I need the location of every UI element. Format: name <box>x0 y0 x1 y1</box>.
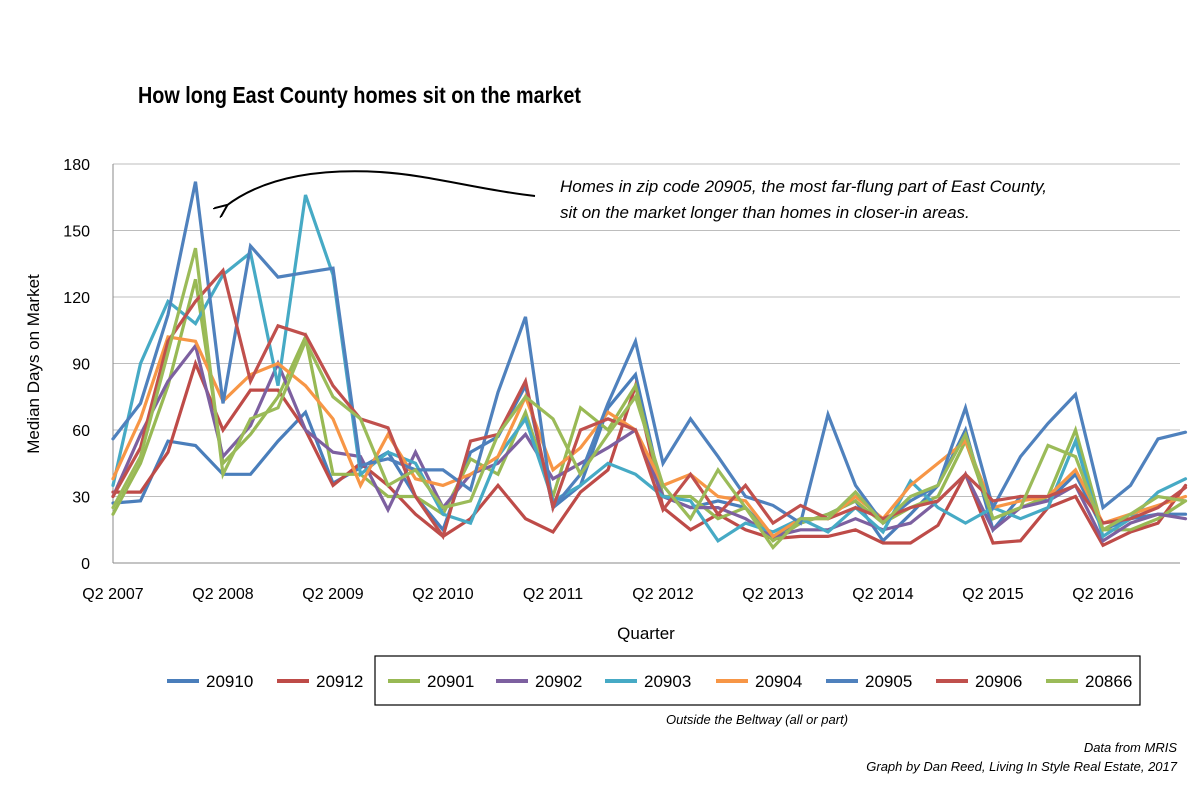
credit-line-2: Graph by Dan Reed, Living In Style Real … <box>866 759 1178 774</box>
series-line-20905 <box>111 181 1188 526</box>
series-line-20902 <box>111 342 1188 544</box>
x-tick-label: Q2 2012 <box>632 586 693 603</box>
series-line-20906 <box>111 267 1188 541</box>
legend-label-20905: 20905 <box>865 672 912 691</box>
series-line-20866 <box>111 247 1188 551</box>
annotation-arrow <box>226 170 536 206</box>
x-tick-label: Q2 2011 <box>523 586 583 603</box>
y-axis-ticks: 0 30 60 90 120 150 180 <box>63 157 90 573</box>
legend: 20910 20912 20901 20902 20903 20904 20905 20906… <box>167 672 1132 691</box>
legend-label-20906: 20906 <box>975 672 1022 691</box>
y-tick-label: 180 <box>63 157 90 174</box>
legend-label-20912: 20912 <box>316 672 363 691</box>
x-tick-label: Q2 2008 <box>192 586 253 603</box>
y-tick-label: 150 <box>63 224 90 241</box>
y-tick-label: 60 <box>72 423 90 440</box>
chart-title: How long East County homes sit on the ma… <box>138 82 581 108</box>
x-tick-label: Q2 2015 <box>962 586 1023 603</box>
series-lines <box>111 181 1188 551</box>
legend-label-20910: 20910 <box>206 672 253 691</box>
x-tick-label: Q2 2014 <box>852 586 913 603</box>
series-line-20903 <box>111 194 1188 543</box>
x-tick-label: Q2 2013 <box>742 586 803 603</box>
legend-group-box <box>374 655 1141 706</box>
x-tick-label: Q2 2009 <box>302 586 363 603</box>
legend-label-20903: 20903 <box>644 672 691 691</box>
x-axis-title: Quarter <box>617 624 675 643</box>
legend-group-label: Outside the Beltway (all or part) <box>666 712 848 727</box>
x-tick-label: Q2 2007 <box>82 586 143 603</box>
legend-label-20866: 20866 <box>1085 672 1132 691</box>
x-tick-label: Q2 2016 <box>1072 586 1133 603</box>
y-axis-title: Median Days on Market <box>24 274 43 454</box>
y-tick-label: 90 <box>72 357 90 374</box>
x-tick-label: Q2 2010 <box>412 586 473 603</box>
x-axis-ticks: Q2 2007 Q2 2008 Q2 2009 Q2 2010 Q2 2011 Q2 20… <box>82 586 1133 603</box>
annotation-line-1: Homes in zip code 20905, the most far-fl… <box>560 177 1047 196</box>
legend-label-20904: 20904 <box>755 672 802 691</box>
y-tick-label: 30 <box>72 490 90 507</box>
y-tick-label: 0 <box>81 556 90 573</box>
legend-label-20901: 20901 <box>427 672 474 691</box>
annotation-line-2: sit on the market longer than homes in c… <box>560 203 970 222</box>
y-tick-label: 120 <box>63 290 90 307</box>
legend-label-20902: 20902 <box>535 672 582 691</box>
credit-line-1: Data from MRIS <box>1084 740 1178 755</box>
